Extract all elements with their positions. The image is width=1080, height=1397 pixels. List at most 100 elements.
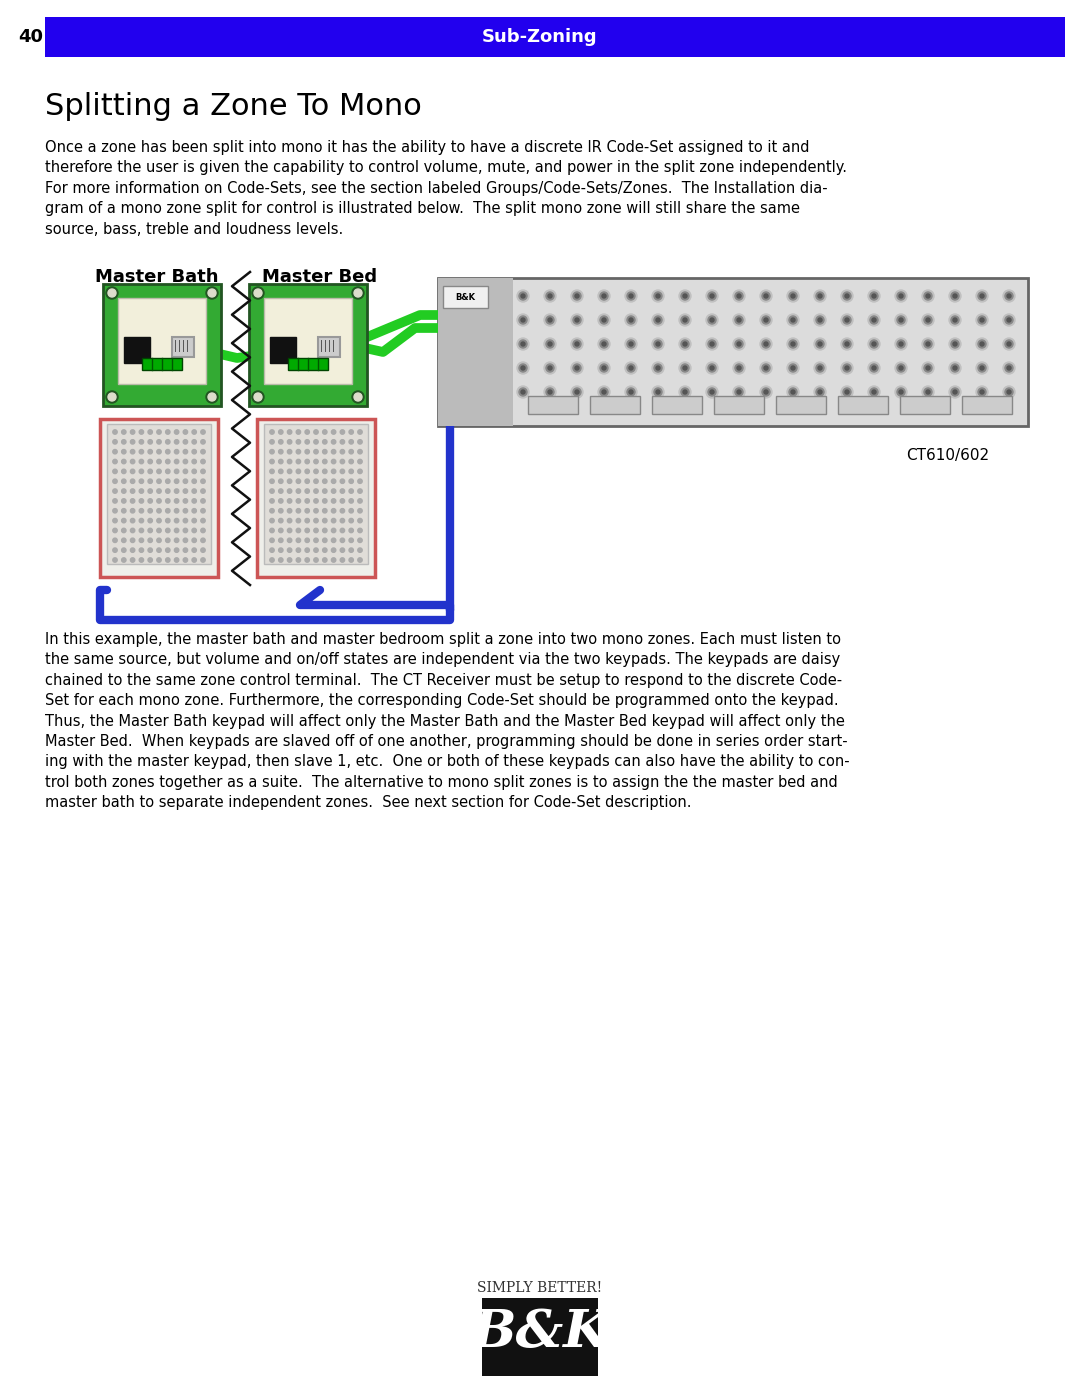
- Circle shape: [296, 450, 300, 454]
- Circle shape: [598, 386, 610, 398]
- Circle shape: [544, 386, 556, 398]
- Circle shape: [789, 365, 797, 372]
- Circle shape: [814, 386, 826, 398]
- Circle shape: [602, 342, 606, 346]
- Circle shape: [139, 450, 144, 454]
- Circle shape: [868, 314, 880, 326]
- Circle shape: [575, 366, 579, 370]
- Circle shape: [548, 293, 552, 298]
- Circle shape: [548, 390, 552, 394]
- Circle shape: [201, 509, 205, 513]
- Circle shape: [174, 528, 179, 532]
- Circle shape: [710, 293, 714, 298]
- Circle shape: [735, 316, 743, 324]
- Circle shape: [270, 430, 274, 434]
- Circle shape: [112, 440, 118, 444]
- Circle shape: [870, 339, 878, 348]
- Circle shape: [845, 293, 849, 298]
- Bar: [590, 395, 640, 414]
- Circle shape: [192, 538, 197, 542]
- Circle shape: [654, 292, 662, 300]
- Circle shape: [192, 557, 197, 562]
- Circle shape: [868, 362, 880, 374]
- Circle shape: [165, 548, 170, 552]
- Circle shape: [625, 386, 637, 398]
- Circle shape: [131, 489, 135, 493]
- Circle shape: [352, 286, 364, 299]
- Circle shape: [296, 479, 300, 483]
- Circle shape: [201, 460, 205, 464]
- Circle shape: [573, 292, 581, 300]
- Circle shape: [760, 386, 772, 398]
- Circle shape: [841, 386, 853, 398]
- Circle shape: [270, 489, 274, 493]
- Circle shape: [897, 388, 905, 395]
- Bar: [249, 284, 367, 407]
- Circle shape: [201, 528, 205, 532]
- Circle shape: [112, 499, 118, 503]
- Circle shape: [174, 479, 179, 483]
- Circle shape: [546, 339, 554, 348]
- Circle shape: [296, 518, 300, 522]
- Circle shape: [314, 440, 319, 444]
- Circle shape: [174, 509, 179, 513]
- Circle shape: [760, 362, 772, 374]
- Circle shape: [165, 557, 170, 562]
- Circle shape: [174, 450, 179, 454]
- Circle shape: [332, 479, 336, 483]
- Circle shape: [112, 489, 118, 493]
- Circle shape: [845, 366, 849, 370]
- Circle shape: [1005, 365, 1013, 372]
- Circle shape: [924, 339, 932, 348]
- Circle shape: [122, 557, 126, 562]
- Circle shape: [1003, 362, 1015, 374]
- Circle shape: [1005, 339, 1013, 348]
- Circle shape: [629, 342, 633, 346]
- Circle shape: [710, 319, 714, 321]
- Circle shape: [733, 291, 745, 302]
- Circle shape: [279, 479, 283, 483]
- Circle shape: [352, 391, 364, 402]
- Circle shape: [679, 291, 691, 302]
- Circle shape: [314, 469, 319, 474]
- Circle shape: [139, 499, 144, 503]
- Circle shape: [340, 518, 345, 522]
- Circle shape: [1003, 291, 1015, 302]
- Bar: [443, 286, 488, 307]
- Circle shape: [787, 291, 799, 302]
- Bar: [107, 425, 211, 564]
- Circle shape: [949, 362, 961, 374]
- Circle shape: [270, 518, 274, 522]
- Circle shape: [895, 314, 907, 326]
- Circle shape: [357, 469, 362, 474]
- Circle shape: [349, 518, 353, 522]
- Circle shape: [131, 528, 135, 532]
- Circle shape: [254, 289, 262, 298]
- Circle shape: [252, 286, 264, 299]
- Circle shape: [841, 362, 853, 374]
- Circle shape: [279, 489, 283, 493]
- Circle shape: [764, 390, 768, 394]
- Circle shape: [706, 291, 718, 302]
- Circle shape: [201, 499, 205, 503]
- Circle shape: [148, 528, 152, 532]
- Circle shape: [296, 557, 300, 562]
- Circle shape: [206, 391, 218, 402]
- Circle shape: [332, 450, 336, 454]
- Circle shape: [349, 509, 353, 513]
- Bar: [270, 337, 296, 363]
- Circle shape: [602, 390, 606, 394]
- Circle shape: [602, 319, 606, 321]
- Circle shape: [354, 393, 362, 401]
- Circle shape: [184, 430, 188, 434]
- Circle shape: [305, 557, 309, 562]
- Circle shape: [949, 386, 961, 398]
- Circle shape: [208, 289, 216, 298]
- Circle shape: [148, 548, 152, 552]
- Circle shape: [192, 489, 197, 493]
- Circle shape: [521, 390, 525, 394]
- Circle shape: [926, 319, 930, 321]
- Circle shape: [521, 319, 525, 321]
- Circle shape: [708, 292, 716, 300]
- Circle shape: [340, 509, 345, 513]
